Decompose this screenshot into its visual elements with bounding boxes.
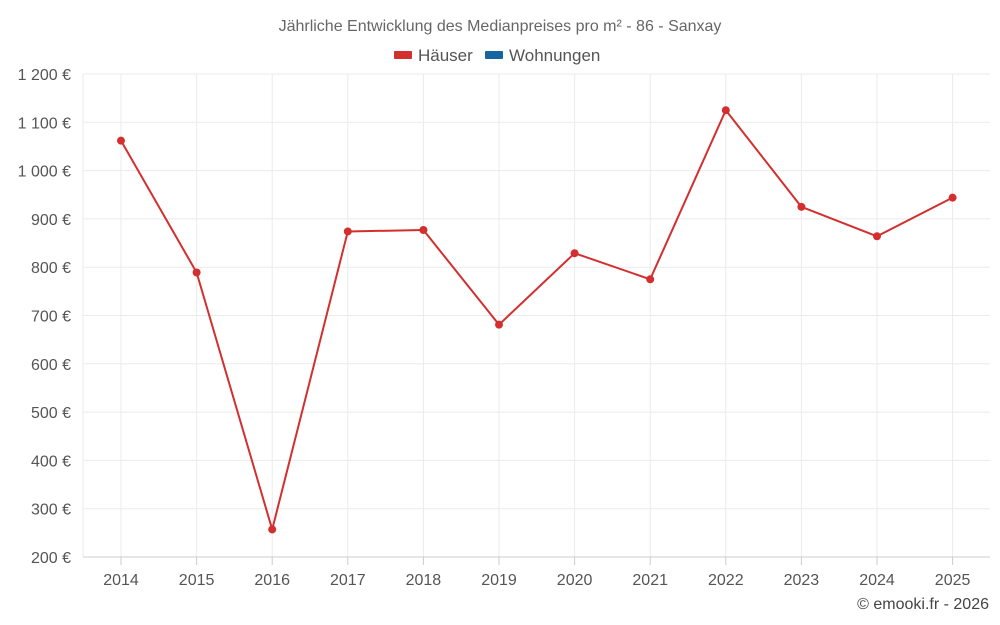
y-tick-label: 700 €: [31, 309, 71, 326]
y-tick-label: 600 €: [31, 357, 71, 374]
y-tick-label: 400 €: [31, 453, 71, 470]
data-point-haeuser-2024[interactable]: [873, 232, 881, 241]
y-tick-label: 1 000 €: [18, 164, 71, 181]
data-point-haeuser-2019[interactable]: [495, 320, 503, 329]
axes: 200 € 300 € 400 € 500 € 600 € 700 € 800 € 900 €…: [18, 67, 990, 589]
series-haeuser: [117, 106, 957, 534]
y-tick-label: 200 €: [31, 550, 71, 567]
y-tick-label: 800 €: [31, 260, 71, 277]
y-tick-label: 900 €: [31, 212, 71, 229]
chart-title: Jährliche Entwicklung des Medianpreises …: [279, 18, 722, 35]
data-point-haeuser-2023[interactable]: [797, 202, 806, 211]
data-point-haeuser-2018[interactable]: [419, 226, 428, 235]
y-tick-label: 300 €: [31, 502, 71, 519]
legend: Häuser Wohnungen: [394, 46, 600, 65]
x-tick-label: 2023: [784, 572, 820, 589]
x-tick-label: 2024: [859, 572, 895, 589]
x-tick-label: 2018: [406, 572, 442, 589]
x-tick-label: 2017: [330, 572, 366, 589]
x-tick-label: 2016: [254, 572, 290, 589]
x-tick-label: 2014: [103, 572, 139, 589]
y-tick-label: 1 200 €: [18, 67, 71, 84]
legend-label-haeuser: Häuser: [418, 46, 473, 65]
x-tick-label: 2019: [481, 572, 517, 589]
legend-swatch-haeuser: [394, 51, 412, 59]
x-tick-label: 2022: [708, 572, 744, 589]
data-point-haeuser-2020[interactable]: [570, 249, 579, 258]
x-tick-label: 2020: [557, 572, 593, 589]
legend-item-wohnungen[interactable]: Wohnungen: [485, 46, 600, 65]
legend-item-haeuser[interactable]: Häuser: [394, 46, 473, 65]
y-tick-label: 500 €: [31, 405, 71, 422]
credit-text: © emooki.fr - 2026: [857, 596, 989, 613]
legend-swatch-wohnungen: [485, 51, 503, 59]
data-point-haeuser-2015[interactable]: [192, 268, 201, 277]
series-line-haeuser: [120, 109, 954, 531]
data-point-haeuser-2025[interactable]: [948, 193, 957, 202]
x-tick-label: 2025: [935, 572, 971, 589]
legend-label-wohnungen: Wohnungen: [509, 46, 600, 65]
data-point-haeuser-2021[interactable]: [646, 275, 655, 284]
x-tick-label: 2021: [632, 572, 668, 589]
data-point-haeuser-2016[interactable]: [268, 525, 277, 534]
grid: [82, 73, 990, 558]
y-tick-label: 1 100 €: [18, 115, 71, 132]
data-point-haeuser-2022[interactable]: [721, 106, 730, 115]
data-point-haeuser-2017[interactable]: [343, 227, 352, 236]
data-point-haeuser-2014[interactable]: [117, 136, 125, 145]
x-tick-label: 2015: [179, 572, 215, 589]
